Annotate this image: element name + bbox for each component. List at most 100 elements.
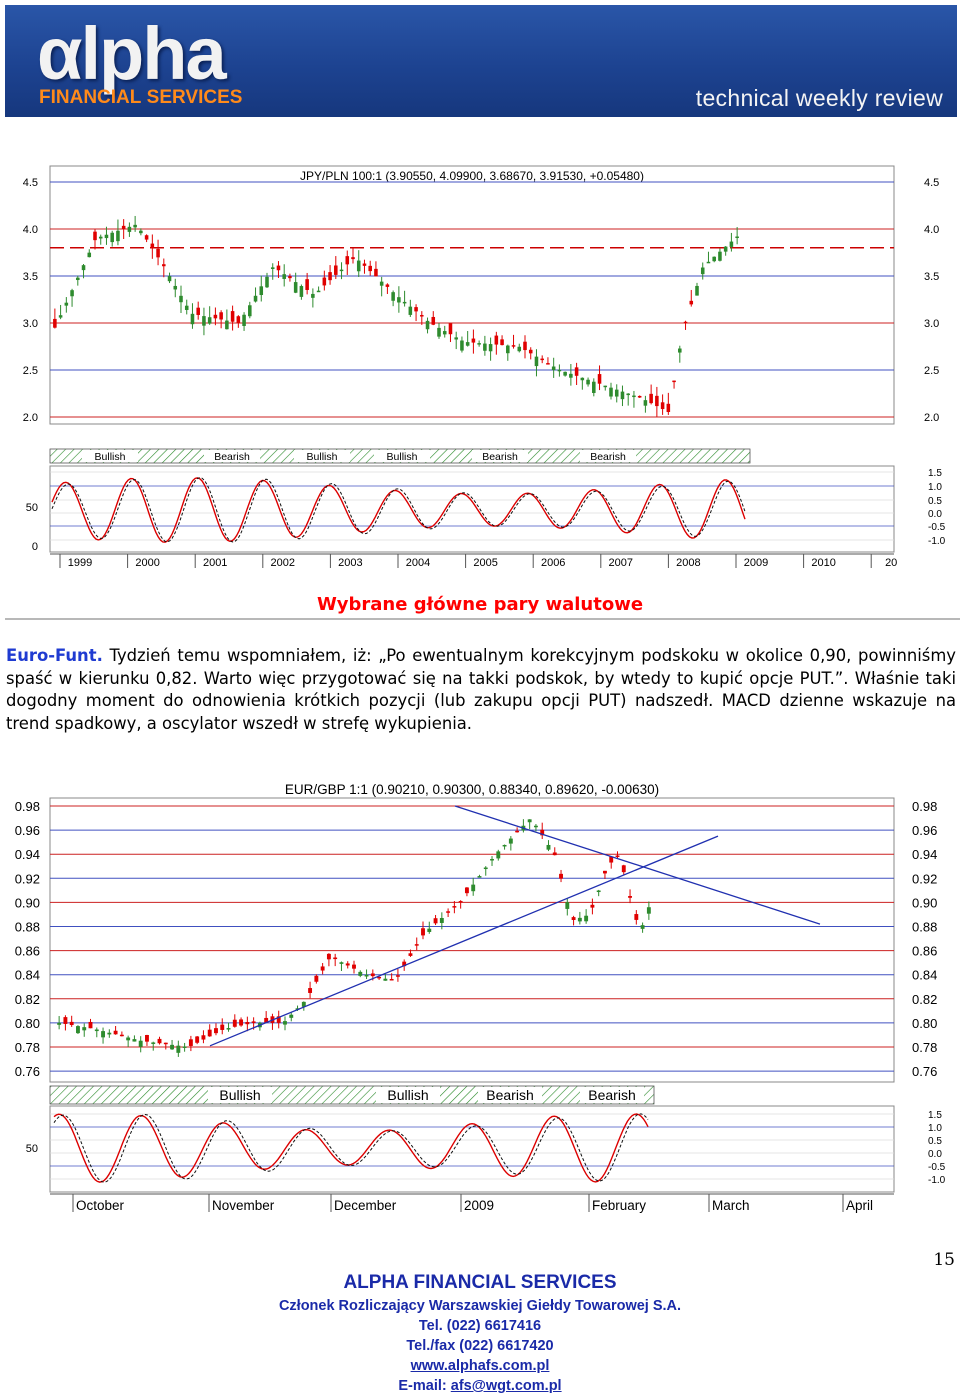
candle-body <box>592 381 596 393</box>
candle-body <box>132 1039 137 1042</box>
eurgbp-candles <box>57 819 651 1057</box>
candle-body <box>615 855 620 857</box>
chart-title: EUR/GBP 1:1 (0.90210, 0.90300, 0.88340, … <box>285 782 659 797</box>
signal-label-bg <box>374 450 430 462</box>
article-body: Tydzień temu wspomniałem, iż: „Po ewentu… <box>6 646 956 733</box>
candle-body <box>546 844 551 850</box>
logo-sub-financial: FINANCIAL <box>39 87 142 108</box>
candle-body <box>580 377 585 381</box>
logo-sub-services: SERVICES <box>146 87 243 108</box>
x-tick-label: 2009 <box>464 1198 494 1213</box>
candle-body <box>391 292 395 301</box>
candle-body <box>352 964 356 969</box>
signal-label: Bearish <box>590 451 626 463</box>
candle-body <box>414 944 419 946</box>
candle-body <box>402 961 407 967</box>
candle-body <box>584 915 589 922</box>
candle-body <box>207 317 212 324</box>
candle-body <box>170 1044 175 1050</box>
candle-body <box>219 312 223 320</box>
candle-body <box>414 307 418 312</box>
candle-body <box>649 393 653 404</box>
candle-body <box>70 290 74 297</box>
candle-body <box>577 917 582 922</box>
signal-strip <box>49 1085 655 1105</box>
candle-body <box>179 295 183 303</box>
x-tick-label: 2001 <box>203 557 227 569</box>
candle-body <box>609 856 614 863</box>
candle-body <box>471 338 476 343</box>
candle-body <box>226 1028 231 1030</box>
candle-body <box>477 343 481 345</box>
candle-body <box>113 1030 118 1035</box>
candle-body <box>253 295 258 302</box>
section-divider <box>5 618 960 620</box>
candle-body <box>190 313 195 325</box>
candle-body <box>614 389 619 397</box>
candle-body <box>264 1017 269 1023</box>
candle-body <box>265 276 269 288</box>
jpy-pln-chart: JPY/PLN 100:1 (3.90550, 4.09900, 3.68670… <box>0 158 960 578</box>
chart-title: JPY/PLN 100:1 (3.90550, 4.09900, 3.68670… <box>300 169 644 183</box>
x-tick-label: 20 <box>885 557 897 569</box>
osc-tick-left: 50 <box>26 1143 38 1155</box>
candle-body <box>345 963 350 966</box>
candle-body <box>58 315 63 318</box>
candle-body <box>506 345 510 354</box>
footer-www-link[interactable]: www.alphafs.com.pl <box>410 1358 550 1374</box>
candle-body <box>214 1028 218 1034</box>
candle-body <box>557 369 562 372</box>
candle-body <box>201 1035 206 1040</box>
candle-body <box>316 290 321 293</box>
candle-body <box>156 248 160 258</box>
candle-body <box>590 904 595 908</box>
candle-body <box>202 316 206 326</box>
candle-body <box>408 953 413 956</box>
candle-body <box>471 884 476 892</box>
candle-body <box>494 335 499 345</box>
signal-label-bg <box>478 1087 542 1103</box>
section-title: Wybrane główne pary walutowe <box>316 594 644 615</box>
price-tick-right: 2.5 <box>924 365 939 377</box>
footer-email-link[interactable]: afs@wgt.com.pl <box>450 1378 562 1394</box>
candle-body <box>569 373 573 378</box>
candle-body <box>502 844 507 847</box>
candle-body <box>540 358 544 361</box>
candle-body <box>477 876 482 878</box>
signal-label-bg <box>580 1087 644 1103</box>
signal-label: Bearish <box>486 1087 533 1103</box>
x-tick-label: 2002 <box>271 557 295 569</box>
candle-body <box>735 236 739 239</box>
osc-tick-right: -0.5 <box>928 1162 946 1173</box>
oscillator-panel-frame <box>49 465 895 553</box>
price-tick-right: 0.86 <box>912 944 937 959</box>
osc-tick-right: 1.0 <box>928 482 942 493</box>
osc-tick-right: -1.0 <box>928 1175 946 1186</box>
signal-label: Bearish <box>588 1087 635 1103</box>
osc-tick-right: 0.0 <box>928 509 942 520</box>
candle-body <box>637 395 642 398</box>
candle-body <box>508 838 513 844</box>
price-tick-left: 0.98 <box>15 799 40 814</box>
candle-body <box>603 870 607 874</box>
candle-body <box>533 825 538 828</box>
candle-body <box>196 307 200 315</box>
header-banner: αlpha FINANCIAL SERVICES technical weekl… <box>5 5 957 117</box>
candle-body <box>683 321 688 324</box>
candle-body <box>184 305 189 310</box>
candle-body <box>139 230 143 234</box>
candle-body <box>356 260 361 272</box>
candle-body <box>157 1038 162 1044</box>
candle-body <box>232 1019 237 1027</box>
candle-body <box>207 1029 212 1037</box>
candle-body <box>230 311 235 322</box>
candle-body <box>626 393 630 396</box>
price-tick-left: 2.5 <box>23 365 38 377</box>
candle-body <box>660 402 665 410</box>
candle-body <box>53 318 57 328</box>
candle-body <box>603 385 608 388</box>
candle-body <box>242 314 246 326</box>
candle-body <box>305 279 309 290</box>
price-panel-frame <box>49 797 895 1083</box>
candle-body <box>628 896 632 898</box>
